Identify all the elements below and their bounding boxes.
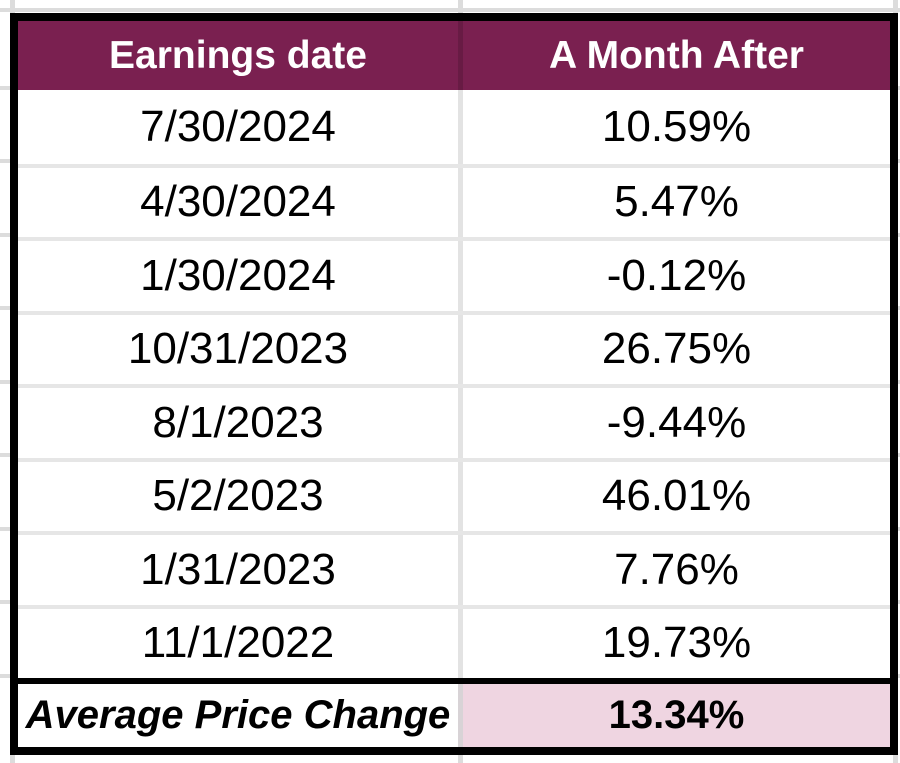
cell-earnings-date[interactable]: 8/1/2023 bbox=[152, 397, 324, 447]
cell-earnings-date[interactable]: 5/2/2023 bbox=[152, 471, 324, 521]
column-divider bbox=[458, 388, 463, 458]
earnings-table: Earnings date A Month After 7/30/2024 10… bbox=[10, 13, 898, 755]
table-row: 10/31/2023 26.75% bbox=[18, 310, 890, 384]
cell-earnings-date[interactable]: 10/31/2023 bbox=[127, 324, 349, 374]
table-row: 5/2/2023 46.01% bbox=[18, 457, 890, 531]
table-row: 7/30/2024 10.59% bbox=[18, 90, 890, 164]
table-row: 4/30/2024 5.47% bbox=[18, 163, 890, 237]
summary-value-cell[interactable]: 13.34% bbox=[463, 684, 890, 747]
cell-month-after[interactable]: -9.44% bbox=[606, 397, 747, 447]
column-divider bbox=[458, 314, 463, 384]
column-divider bbox=[458, 535, 463, 605]
cell-month-after[interactable]: 10.59% bbox=[601, 101, 752, 151]
summary-separator bbox=[18, 678, 890, 684]
col-header-earnings-date[interactable]: Earnings date bbox=[109, 33, 367, 77]
summary-label-cell[interactable]: Average Price Change bbox=[18, 684, 458, 747]
cell-earnings-date[interactable]: 1/31/2023 bbox=[140, 544, 336, 594]
column-divider bbox=[458, 241, 463, 311]
table-row: 11/1/2022 19.73% bbox=[18, 604, 890, 678]
cell-earnings-date[interactable]: 11/1/2022 bbox=[141, 618, 335, 668]
col-header-a-month-after[interactable]: A Month After bbox=[549, 33, 804, 77]
table-header-row: Earnings date A Month After bbox=[18, 21, 890, 90]
column-divider bbox=[458, 608, 463, 678]
column-divider bbox=[458, 461, 463, 531]
header-column-divider bbox=[458, 21, 463, 90]
table-row: 1/30/2024 -0.12% bbox=[18, 237, 890, 311]
cell-earnings-date[interactable]: 4/30/2024 bbox=[140, 177, 336, 227]
cell-earnings-date[interactable]: 1/30/2024 bbox=[140, 250, 336, 300]
cell-month-after[interactable]: 7.76% bbox=[614, 544, 739, 594]
gridline-horizontal bbox=[0, 8, 900, 12]
cell-month-after[interactable]: 46.01% bbox=[601, 471, 752, 521]
summary-row: Average Price Change 13.34% bbox=[18, 684, 890, 747]
column-divider bbox=[458, 167, 463, 237]
summary-column-divider bbox=[458, 684, 463, 747]
column-divider bbox=[458, 90, 463, 164]
table-row: 1/31/2023 7.76% bbox=[18, 531, 890, 605]
cell-month-after[interactable]: 26.75% bbox=[601, 324, 752, 374]
cell-earnings-date[interactable]: 7/30/2024 bbox=[140, 101, 336, 151]
table-row: 8/1/2023 -9.44% bbox=[18, 384, 890, 458]
cell-month-after[interactable]: 5.47% bbox=[614, 177, 739, 227]
cell-month-after[interactable]: 19.73% bbox=[601, 618, 752, 668]
cell-month-after[interactable]: -0.12% bbox=[606, 250, 747, 300]
